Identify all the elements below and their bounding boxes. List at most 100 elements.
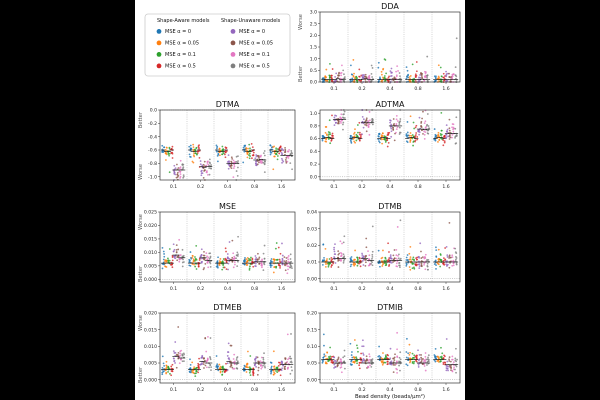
x-tick-label: 0.4 <box>386 86 393 92</box>
data-point <box>368 264 371 267</box>
series-points <box>274 147 279 161</box>
series-points <box>448 118 452 140</box>
data-point <box>454 127 457 130</box>
data-point <box>371 255 374 258</box>
series-points <box>395 65 399 83</box>
data-point <box>451 254 454 257</box>
legend-marker-aware-3 <box>156 63 162 69</box>
data-point <box>423 264 425 266</box>
series-points <box>389 67 393 83</box>
data-point <box>414 73 417 76</box>
data-point <box>405 77 408 80</box>
panel-title: DDA <box>381 2 399 11</box>
top-direction-label: Better <box>138 111 144 128</box>
data-point <box>341 64 343 67</box>
data-point <box>395 70 397 73</box>
data-point <box>389 260 392 263</box>
data-point <box>446 360 449 363</box>
data-point <box>367 120 370 123</box>
data-point <box>395 254 398 257</box>
data-point <box>384 361 387 364</box>
data-point <box>445 74 448 77</box>
data-point <box>167 259 170 262</box>
data-point <box>189 363 192 366</box>
data-point <box>256 258 259 261</box>
series-points <box>395 331 399 374</box>
data-point <box>454 247 457 250</box>
data-point <box>275 259 278 261</box>
data-point <box>406 69 409 72</box>
data-point <box>178 362 181 365</box>
data-point <box>340 255 342 258</box>
data-point <box>333 356 336 359</box>
data-point <box>257 366 260 369</box>
data-point <box>351 351 353 353</box>
series-points <box>262 352 266 369</box>
data-point <box>329 142 332 145</box>
data-point <box>258 258 260 260</box>
series-points <box>172 341 177 364</box>
data-point <box>434 347 437 350</box>
data-point <box>420 74 423 77</box>
data-point <box>322 360 324 363</box>
data-point <box>205 350 208 353</box>
data-point <box>248 268 251 271</box>
data-point <box>175 366 178 369</box>
data-point <box>181 353 184 356</box>
data-point <box>167 371 169 373</box>
data-point <box>399 219 402 222</box>
series-points <box>352 128 356 144</box>
data-point <box>276 151 279 154</box>
data-point <box>341 119 343 122</box>
series-points <box>423 352 427 372</box>
data-point <box>362 118 365 121</box>
data-point <box>390 130 393 133</box>
data-point <box>287 255 290 257</box>
data-point <box>280 369 283 372</box>
data-point <box>398 356 401 359</box>
data-point <box>182 166 185 169</box>
data-point <box>379 76 381 79</box>
data-point <box>368 355 371 358</box>
data-point <box>424 131 427 134</box>
legend-marker-unaware-3 <box>230 63 236 69</box>
data-point <box>353 357 356 360</box>
data-point <box>277 263 280 266</box>
data-point <box>413 267 416 270</box>
series-points <box>175 326 180 369</box>
data-point <box>378 345 380 348</box>
data-point <box>451 358 454 361</box>
data-point <box>358 362 361 364</box>
series-points <box>420 250 424 268</box>
data-point <box>209 265 212 268</box>
data-point <box>281 258 284 261</box>
data-point <box>208 366 210 369</box>
series-points <box>417 116 421 136</box>
data-point <box>427 358 430 361</box>
data-point <box>340 122 342 124</box>
data-point <box>329 62 331 65</box>
data-point <box>245 366 248 369</box>
data-point <box>362 126 365 129</box>
y-tick-label: 1.0 <box>310 111 317 117</box>
data-point <box>336 360 339 362</box>
data-point <box>256 373 259 376</box>
data-point <box>181 164 184 166</box>
data-point <box>199 160 202 162</box>
data-point <box>200 248 203 251</box>
data-point <box>398 123 401 126</box>
legend-label-aware-1: MSE α = 0.05 <box>165 41 199 47</box>
data-point <box>412 256 415 259</box>
x-tick-label: 0.8 <box>414 286 421 292</box>
data-point <box>226 369 229 371</box>
series-points <box>349 64 354 83</box>
data-point <box>420 250 422 253</box>
data-point <box>283 366 286 368</box>
series-points <box>398 109 402 135</box>
data-point <box>426 364 428 366</box>
panel-title: DTMA <box>216 100 240 109</box>
data-point <box>233 353 236 356</box>
y-tick-label: 0.0 <box>310 174 317 180</box>
series-points <box>414 61 418 83</box>
data-point <box>396 348 398 351</box>
